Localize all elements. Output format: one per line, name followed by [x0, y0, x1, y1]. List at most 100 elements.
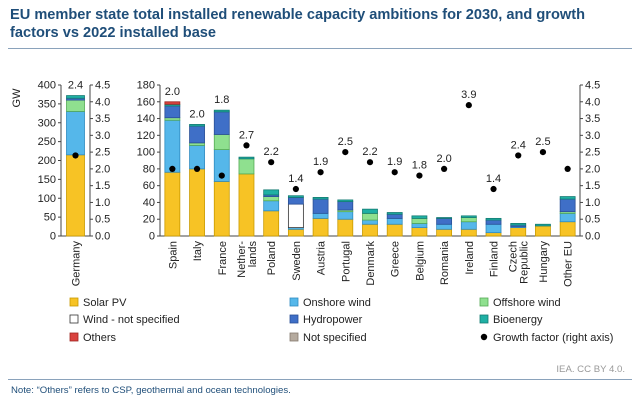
right-panel-right-tick-label: 1.0	[585, 197, 600, 209]
right-panel-left-tick-label: 140	[137, 113, 155, 125]
right-panel-left-tick-label: 180	[137, 80, 155, 92]
left-panel-left-tick-label: 0	[50, 231, 56, 243]
growth-factor-point	[317, 169, 324, 176]
bar-segment-solar	[213, 181, 230, 237]
bar-segment-bio	[238, 156, 255, 160]
bar-segment-hydro	[386, 213, 403, 219]
bar-segment-hydro	[337, 201, 354, 211]
right-panel-left-tick-label: 20	[143, 214, 155, 226]
bar-segment-offshore	[263, 196, 280, 202]
growth-factor-label: 2.4	[68, 80, 83, 92]
growth-factor-point	[515, 152, 522, 159]
bar-segment-solar	[386, 223, 403, 237]
category-label: CzechRepublic	[508, 241, 531, 284]
right-panel-right-tick-label: 0.0	[585, 231, 600, 243]
bar-segment-bio	[189, 124, 205, 127]
chart-title: EU member state total installed renewabl…	[10, 7, 585, 41]
growth-factor-label: 1.9	[387, 156, 402, 168]
legend-swatch-hydro	[289, 314, 299, 324]
right-panel-left-tick-label: 120	[137, 130, 155, 142]
bar-segment-hydro	[559, 198, 576, 213]
bar-segment-solar	[189, 168, 205, 237]
bar-segment-bio	[485, 217, 502, 221]
growth-factor-label: 2.0	[165, 86, 180, 98]
bar-segment-solar	[510, 227, 527, 237]
bar-segment-hydro	[164, 105, 181, 119]
bar-segment-solar	[312, 217, 329, 237]
bar-segment-offshore	[362, 212, 378, 221]
left-panel-right-tick-label: 0.0	[95, 231, 110, 243]
growth-factor-point	[72, 152, 79, 159]
left-panel-right-tick-label: 2.5	[95, 147, 110, 159]
legend-label-onshore: Onshore wind	[303, 297, 371, 309]
title-rule	[8, 48, 632, 49]
left-panel-left-tick-label: 50	[44, 212, 56, 224]
bar-segment-bio	[559, 196, 576, 200]
bar-segment-onshore	[164, 119, 181, 173]
growth-factor-label: 2.5	[535, 136, 550, 148]
left-panel-left-tick-label: 250	[38, 136, 56, 148]
growth-factor-point	[193, 165, 201, 172]
legend-swatch-solar	[69, 297, 79, 307]
growth-factor-label: 3.9	[461, 89, 476, 101]
growth-factor-label: 2.2	[362, 146, 377, 158]
bar-segment-bio	[436, 217, 453, 219]
footnote: Note: “Others” refers to CSP, geothermal…	[11, 385, 291, 396]
bar-segment-offshore	[460, 217, 477, 223]
bar-segment-onshore	[460, 221, 477, 230]
bar-segment-solar	[337, 218, 354, 237]
left-panel-right-tick-label: 0.5	[95, 214, 110, 226]
right-panel-right-tick-label: 3.0	[585, 130, 600, 142]
category-label: Portugal	[340, 241, 352, 282]
category-label: Germany	[71, 241, 83, 287]
legend-label-wind_ns: Wind - not specified	[83, 314, 180, 326]
growth-factor-label: 1.8	[214, 94, 229, 106]
bar-segment-bio	[213, 109, 230, 113]
growth-factor-label: 2.0	[189, 108, 204, 120]
category-label: Hungary	[538, 241, 550, 283]
bar-segment-bio	[312, 197, 329, 200]
category-label: Belgium	[414, 241, 426, 281]
category-label: Denmark	[365, 241, 377, 286]
legend-label-not_specified: Not specified	[303, 332, 367, 344]
legend-label-offshore: Offshore wind	[493, 297, 561, 309]
left-panel-left-tick-label: 300	[38, 117, 56, 129]
bar-segment-onshore	[189, 144, 205, 170]
growth-factor-point	[169, 165, 176, 172]
right-panel-left-tick-label: 0	[149, 231, 155, 243]
bar-segment-onshore	[362, 219, 378, 225]
category-label: Finland	[489, 241, 501, 277]
bar-segment-solar	[362, 223, 378, 237]
right-panel-right-tick-label: 2.0	[585, 163, 600, 175]
right-panel-left-tick-label: 80	[143, 163, 155, 175]
footer-rule	[8, 379, 632, 380]
bar-segment-onshore	[66, 111, 85, 156]
bar-segment-solar	[485, 232, 502, 237]
growth-factor-point	[243, 142, 250, 149]
growth-factor-label: 1.8	[412, 160, 427, 172]
growth-factor-label: 1.4	[486, 173, 501, 185]
bar-segment-onshore	[263, 200, 280, 212]
bar-segment-hydro	[436, 217, 453, 225]
right-panel-left-tick-label: 60	[143, 180, 155, 192]
growth-factor-label: 1.9	[313, 156, 328, 168]
growth-factor-point	[391, 169, 398, 176]
right-panel-left-tick-label: 40	[143, 197, 155, 209]
left-panel-right-tick-label: 1.5	[95, 180, 110, 192]
bar-segment-solar	[411, 227, 428, 237]
bar-segment-solar	[460, 228, 477, 237]
category-label: Nether-lands	[236, 241, 259, 278]
left-panel-right-tick-label: 4.5	[95, 80, 110, 92]
bar-segment-onshore	[337, 211, 354, 220]
category-label: Ireland	[464, 241, 476, 275]
category-label: Austria	[316, 240, 328, 275]
bar-segment-hydro	[213, 111, 230, 135]
bar-segment-offshore	[411, 217, 428, 224]
bar-segment-wind_ns	[287, 203, 304, 229]
bar-segment-solar	[164, 171, 181, 237]
bar-segment-bio	[510, 223, 527, 226]
source-credit: IEA. CC BY 4.0.	[556, 364, 625, 375]
growth-factor-point	[490, 185, 497, 193]
